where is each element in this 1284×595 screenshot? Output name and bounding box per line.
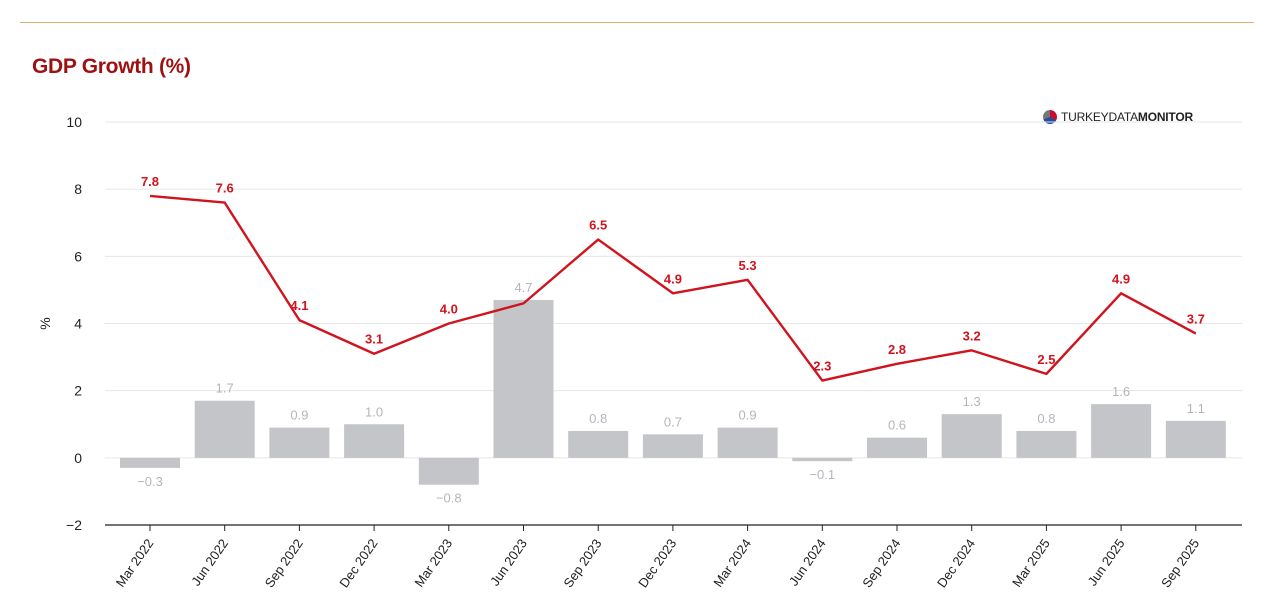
bar-data-label: 0.7 [664, 414, 682, 429]
bar [269, 427, 330, 458]
bar-data-label: 0.8 [1037, 411, 1055, 426]
y-tick-label: 2 [74, 383, 82, 399]
x-tick-label: Jun 2024 [786, 536, 829, 588]
x-tick-label: Mar 2023 [411, 536, 455, 590]
chart-title: GDP Growth (%) [32, 55, 191, 78]
bar [194, 400, 255, 458]
bar [717, 427, 778, 458]
bar [642, 434, 703, 458]
y-tick-label: 4 [74, 316, 82, 332]
y-axis-title: % [37, 317, 53, 329]
gdp-growth-line [149, 194, 1197, 382]
line-data-label: 5.3 [739, 258, 757, 273]
x-tick-label: Mar 2024 [710, 536, 754, 590]
bar [867, 437, 927, 458]
line-data-label: 4.0 [440, 302, 458, 317]
bar [568, 430, 629, 458]
brand-name-light: TURKEYDATA [1061, 110, 1138, 124]
line-data-label: 3.1 [365, 332, 383, 347]
x-tick-label: Jun 2025 [1085, 536, 1128, 588]
bar-data-label: 4.7 [514, 280, 532, 295]
line-data-label: 3.2 [963, 328, 981, 343]
x-tick-label: Mar 2022 [113, 536, 157, 590]
bar-data-label: 0.9 [739, 408, 757, 423]
x-tick-label: Sep 2023 [560, 536, 604, 590]
bar-data-label: 1.6 [1112, 384, 1130, 399]
bar [1016, 430, 1077, 458]
line-data-label: 2.8 [888, 342, 906, 357]
bar-data-label: −0.1 [809, 467, 835, 482]
line-data-label: 7.8 [141, 174, 159, 189]
bar [1165, 420, 1226, 458]
line-data-label: 4.1 [290, 298, 308, 313]
x-tick-label: Jun 2023 [487, 536, 530, 588]
bar-data-label: 1.1 [1187, 401, 1205, 416]
bar-data-label: 0.6 [888, 418, 906, 433]
bar-data-label: 0.9 [290, 408, 308, 423]
x-tick-label: Sep 2025 [1158, 536, 1202, 590]
line-data-label: 2.5 [1037, 352, 1055, 367]
line-data-label: 6.5 [589, 218, 607, 233]
y-tick-label: 8 [74, 181, 82, 197]
x-tick-label: Mar 2025 [1009, 536, 1053, 590]
bar [493, 299, 554, 458]
line-data-label: 7.6 [216, 181, 234, 196]
x-tick-label: Dec 2023 [635, 536, 679, 590]
brand-name-bold: MONITOR [1137, 110, 1193, 124]
top-divider [20, 22, 1254, 23]
bar [1091, 404, 1152, 458]
x-tick-label: Jun 2022 [188, 536, 231, 588]
bar-data-label: −0.8 [436, 491, 462, 506]
x-tick-label: Sep 2024 [859, 536, 903, 590]
bar-data-label: −0.3 [137, 474, 163, 489]
line-data-label: 4.9 [664, 271, 682, 286]
line-data-label: 3.7 [1187, 312, 1205, 327]
bar [418, 457, 479, 485]
y-tick-label: 0 [74, 450, 82, 466]
line-data-label: 4.9 [1112, 271, 1130, 286]
x-tick-label: Dec 2024 [934, 536, 978, 590]
bar [344, 424, 405, 458]
bar-data-label: 1.0 [365, 404, 383, 419]
bar-data-label: 1.3 [963, 394, 981, 409]
x-tick-label: Sep 2022 [262, 536, 306, 590]
line-data-label: 2.3 [813, 359, 831, 374]
x-tick-label: Dec 2022 [336, 536, 380, 590]
y-tick-label: 10 [66, 114, 82, 130]
bar-data-label: 0.8 [589, 411, 607, 426]
brand-logo: TURKEYDATAMONITOR [1043, 110, 1193, 124]
bar-data-label: 1.7 [216, 381, 234, 396]
bar [120, 457, 180, 468]
y-tick-label: −2 [66, 517, 82, 533]
bar [941, 414, 1002, 458]
bar [792, 457, 853, 462]
globe-icon [1043, 110, 1057, 124]
y-tick-label: 6 [74, 248, 82, 264]
